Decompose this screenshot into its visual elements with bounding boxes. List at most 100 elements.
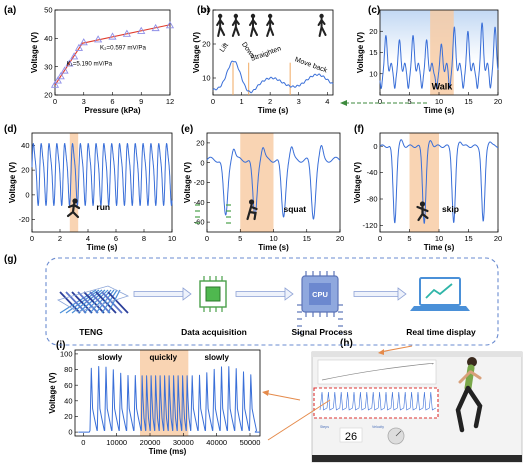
fit-line-k2: [82, 24, 171, 44]
x-tick-label: 20000: [140, 438, 161, 447]
data-point: [108, 32, 117, 40]
x-tick-label: 50000: [240, 438, 261, 447]
laptop-base: [410, 306, 470, 311]
x-tick-label: 15: [464, 234, 472, 243]
taskbar: [312, 455, 522, 462]
skip-figure-icon: [416, 201, 429, 222]
mesh-fiber: [77, 291, 99, 314]
mesh-outline: [56, 285, 130, 313]
data-point: [56, 72, 65, 80]
live-signal-line: [319, 391, 436, 411]
annotation-k2: K₂=0.597 mV/Pa: [100, 45, 146, 52]
chart-c: 0 5 10 15 20 10 15 20 Time (s) Voltage (V) Walk: [356, 9, 502, 115]
stage-label-signal-process: Signal Process: [292, 327, 353, 337]
woman-legs: [455, 385, 483, 433]
x-tick-label: 30000: [173, 438, 194, 447]
gauge-needle: [395, 430, 402, 437]
y-tick-label: -80: [367, 195, 378, 204]
series-line: [379, 22, 499, 90]
walker-head: [250, 13, 256, 19]
mesh-fiber: [95, 289, 115, 314]
y-tick-label: -20: [19, 215, 30, 224]
x-tick-label: 5: [407, 97, 411, 106]
panel-label-h: (h): [340, 338, 353, 349]
data-point: [65, 59, 74, 67]
window-title-bar: [312, 352, 522, 357]
x-tick-label: 20: [494, 234, 502, 243]
fit-line-k1: [54, 42, 84, 86]
y-tick-label: 20: [21, 166, 29, 175]
x-tick-label: 3: [82, 97, 86, 106]
x-axis-label: Time (ms): [149, 447, 187, 456]
mesh-fiber: [59, 289, 97, 314]
x-tick-label: 10000: [106, 438, 127, 447]
x-tick-label: 10: [269, 234, 277, 243]
software-screenshot: 26 Steps Velocity: [311, 351, 523, 463]
y-tick-label: 40: [21, 141, 29, 150]
pipeline-diagram: TENG Data acquisition CPU Signal Process Rea…: [45, 204, 499, 346]
panel-label-g: (g): [4, 254, 17, 265]
y-tick-label: 20: [44, 91, 52, 100]
woman-arms: [458, 370, 482, 384]
y-tick-label: 20: [202, 40, 210, 49]
woman-head: [467, 357, 477, 367]
walker-head: [217, 13, 223, 19]
x-axis-label: Time (s): [424, 106, 455, 115]
y-tick-label: 60: [64, 381, 72, 390]
figure-head: [248, 199, 255, 205]
region-label-slow-1: slowly: [98, 353, 123, 362]
mesh-fiber: [95, 291, 117, 314]
y-tick-label: 30: [44, 62, 52, 71]
walker-figure-icon: [317, 13, 327, 37]
data-point: [79, 38, 88, 46]
mesh-fiber: [101, 291, 123, 314]
panel-label-f: (f): [354, 124, 364, 135]
y-tick-label: -40: [194, 198, 205, 207]
link-arrow-head: [262, 390, 269, 396]
runner-icon: [66, 198, 81, 219]
flow-arrow-shaft: [235, 291, 286, 297]
runner-head: [72, 198, 78, 204]
y-axis-label: Voltage (V): [192, 32, 201, 74]
laptop-icon: [410, 277, 470, 311]
x-tick-label: 4: [86, 234, 90, 243]
mesh-fiber: [65, 289, 100, 314]
laptop-screen: [419, 277, 461, 306]
runner-body: [66, 202, 81, 219]
y-axis-label: Voltage (V): [356, 32, 365, 74]
y-axis-label: Voltage (V): [353, 162, 362, 204]
flow-arrow-head: [284, 287, 294, 301]
y-axis-label: Voltage (V): [8, 162, 17, 204]
cpu-icon: CPU: [297, 271, 343, 334]
plot-frame: [31, 132, 173, 233]
annotation-move-back: Move back: [294, 56, 329, 74]
x-tick-label: 10: [435, 97, 443, 106]
laptop-chart: [425, 283, 453, 299]
x-tick-label: 2: [268, 97, 272, 106]
walker-body: [317, 17, 327, 37]
x-tick-label: 0: [211, 97, 215, 106]
data-point: [53, 76, 62, 84]
y-tick-label: 50: [44, 6, 52, 15]
x-axis-label: Pressure (kPa): [84, 106, 140, 115]
flow-arrow-shaft: [353, 291, 399, 297]
walker-figure-icon: [231, 13, 240, 37]
highlight-label: squat: [283, 204, 306, 214]
y-tick-label: -20: [194, 178, 205, 187]
y-tick-label: 10: [369, 69, 377, 78]
chart-e: 0 5 10 15 20 -60 -40 -20 0 20 Time (s) Voltage (V) s…: [183, 132, 344, 252]
stage-label-real-time-display: Real time display: [406, 327, 476, 337]
x-tick-label: 15: [464, 97, 472, 106]
y-tick-label: 80: [64, 365, 72, 374]
highlight-label: Walk: [432, 81, 454, 91]
highlight-label: skip: [442, 204, 459, 214]
y-axis-label: Voltage (V): [48, 372, 57, 414]
x-tick-label: 0: [378, 97, 382, 106]
x-tick-label: 4: [325, 97, 329, 106]
field-label-steps: Steps: [320, 425, 329, 429]
walker-body: [231, 17, 240, 37]
x-tick-label: 10: [168, 234, 176, 243]
x-tick-label: 0: [378, 234, 382, 243]
chart-a: 0 3 6 9 12 20 30 40 50 Pressure (kPa) Voltage (V) K…: [30, 6, 174, 115]
